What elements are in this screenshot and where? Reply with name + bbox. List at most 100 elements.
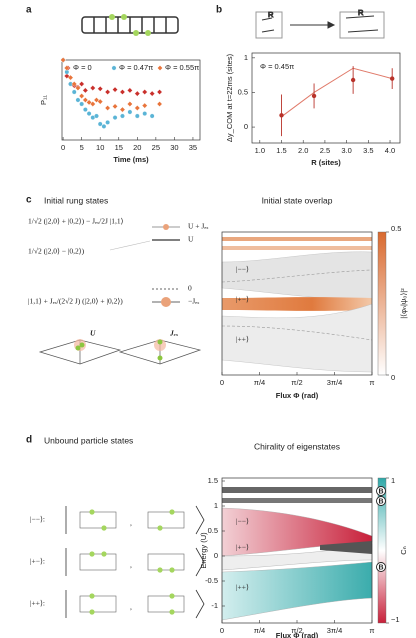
chart-title: Initial state overlap — [262, 195, 333, 205]
x-tick-label: π/4 — [254, 378, 265, 387]
energy-label: U — [188, 235, 194, 244]
panel-label: c — [26, 195, 32, 206]
x-tick-label: 0 — [61, 143, 65, 152]
point — [149, 113, 155, 119]
y-tick-label: 0.5 — [238, 87, 248, 96]
ket: |+−⟩: — [30, 557, 45, 566]
point — [101, 123, 107, 129]
point — [112, 115, 118, 121]
x-tick-label: 3π/4 — [327, 378, 343, 387]
legend-marker — [157, 65, 163, 71]
state-label: |−−⟩ — [236, 517, 249, 526]
state-label: |++⟩ — [236, 583, 249, 592]
point — [78, 93, 85, 99]
y-axis-label: Energy (U) — [199, 532, 208, 569]
energy-label: U + Jₑₓ — [188, 222, 209, 231]
x-tick-label: 3.5 — [363, 146, 373, 155]
bound-marker — [376, 562, 386, 572]
y-tick-label: 1 — [214, 501, 218, 510]
point — [104, 105, 111, 111]
x-tick-label: 1.0 — [255, 146, 265, 155]
point — [86, 111, 92, 117]
point — [63, 73, 70, 79]
panel-label: a — [26, 5, 32, 16]
colorbar-tick-label: −1 — [391, 615, 400, 624]
x-tick-label: 30 — [170, 143, 178, 152]
x-tick-label: 25 — [152, 143, 160, 152]
x-tick-label: π/2 — [291, 378, 302, 387]
ket: |−−⟩: — [30, 515, 45, 524]
point — [127, 109, 133, 115]
y-tick-label: 1.5 — [208, 476, 218, 485]
y-tick-label: -1 — [211, 601, 218, 610]
colorbar — [377, 477, 387, 624]
panel-c-left: Initial rung states 1/√2 (|2,0⟩ + |0,2⟩)… — [28, 195, 209, 365]
point — [134, 90, 141, 97]
point — [119, 89, 126, 95]
bound-label: B — [378, 498, 383, 505]
panel-label: b — [216, 5, 222, 16]
state-label: |++⟩ — [236, 335, 249, 344]
x-tick-label: 5 — [80, 143, 84, 152]
point — [156, 101, 163, 107]
separator: , — [130, 561, 132, 570]
y-tick-label: 0 — [214, 551, 218, 560]
y-tick-label: 1 — [244, 53, 248, 62]
colorbar-tick-label: 1 — [391, 476, 395, 485]
heading: Initial rung states — [44, 195, 108, 205]
connector — [109, 240, 151, 251]
x-tick-label: 0 — [220, 626, 224, 635]
spectrum-c — [221, 237, 373, 373]
theory-line — [281, 67, 393, 118]
point — [112, 86, 118, 93]
x-tick-label: 15 — [115, 143, 123, 152]
colorbar-tick-label: 0.5 — [391, 224, 401, 233]
x-tick-label: 3.0 — [341, 146, 351, 155]
legend-marker — [111, 65, 117, 71]
y-tick-label: 0.5 — [208, 526, 218, 535]
panel-labels: a b c d — [26, 5, 222, 446]
spectrum-d — [221, 487, 373, 621]
point — [119, 106, 126, 113]
state-label: |+−⟩ — [236, 543, 249, 552]
panel-d-left: Unbound particle states |−−⟩: |+−⟩: |++⟩… — [30, 435, 205, 619]
x-tick-label: π — [369, 378, 374, 387]
separator: , — [130, 519, 132, 528]
point — [60, 57, 66, 63]
colorbar-label: |⟨φₙ|ψ₀⟩|² — [399, 288, 408, 319]
point — [127, 101, 133, 107]
ladder-label: Jₑₓ — [169, 329, 179, 338]
x-tick-label: 4.0 — [385, 146, 395, 155]
x-tick-label: 20 — [133, 143, 141, 152]
point — [389, 76, 395, 81]
plot-frame — [251, 52, 401, 144]
chart-title: Chirality of eigenstates — [254, 441, 340, 451]
point — [149, 90, 156, 97]
equation: 1/√2 (|2,0⟩ − |0,2⟩) — [28, 247, 85, 256]
y-axis-label: P₁₁ — [39, 95, 48, 106]
bound-label: B — [378, 564, 383, 571]
legend-label: Φ = 0.55π — [165, 63, 199, 72]
bound-marker — [376, 496, 386, 506]
x-tick-label: π/4 — [254, 626, 265, 635]
separator: , — [130, 603, 132, 612]
equation: 1/√2 (|2,0⟩ + |0,2⟩) − Jₑₓ/2J |1,1⟩ — [28, 217, 124, 226]
ladder-sketch — [38, 339, 202, 365]
x-axis-label: Flux Φ (rad) — [276, 391, 319, 400]
point — [67, 74, 74, 81]
x-tick-label: 0 — [220, 378, 224, 387]
point — [71, 81, 78, 87]
ladder-icon-a — [81, 14, 179, 36]
state-label: |+−⟩ — [236, 295, 249, 304]
point — [75, 97, 81, 103]
level-dot — [163, 224, 169, 230]
point — [79, 101, 85, 107]
colorbar — [377, 231, 387, 376]
energy-label: −Jₑₓ — [188, 297, 200, 306]
point — [127, 87, 133, 94]
x-tick-label: 3π/4 — [327, 626, 343, 635]
heading: Unbound particle states — [44, 435, 133, 445]
colorbar-label: Cₙ — [399, 546, 408, 554]
point — [141, 89, 148, 95]
